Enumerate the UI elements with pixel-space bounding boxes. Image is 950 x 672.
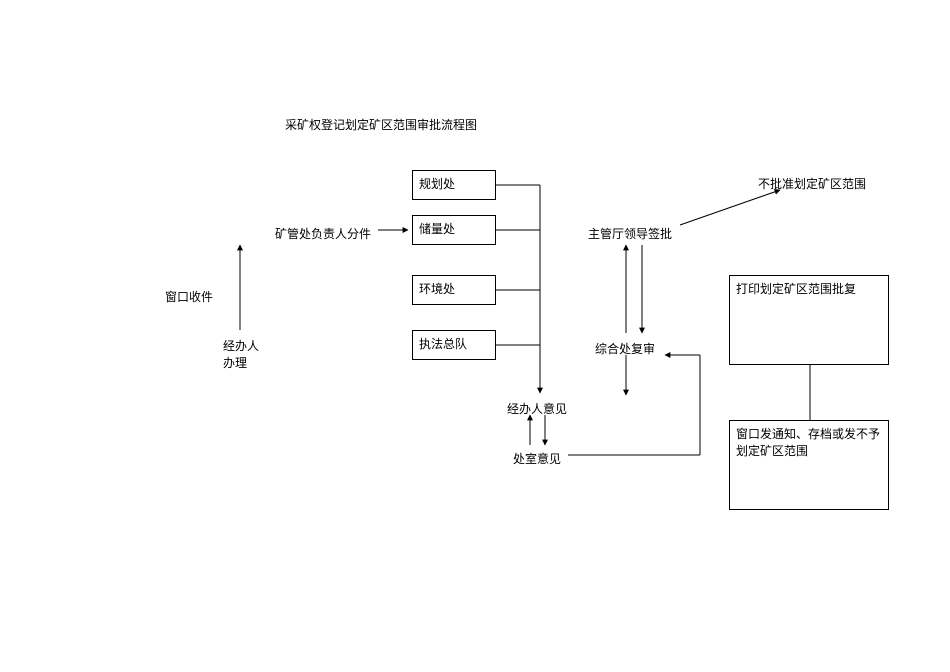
node-env-dept: 环境处 [412,275,496,305]
node-general-review: 综合处复审 [595,340,655,357]
node-dept-opinion: 处室意见 [513,450,561,467]
node-operator-handle-line1: 经办人 [223,339,259,353]
node-operator-handle: 经办人 办理 [223,337,259,371]
node-leader-sign: 主管厅领导签批 [588,225,672,242]
node-reserve-dept: 储量处 [412,215,496,245]
node-operator-opinion: 经办人意见 [507,400,567,417]
node-enforce-team: 执法总队 [412,330,496,360]
edge-leader-to-disapprove [680,190,780,225]
node-window-receive: 窗口收件 [165,288,213,305]
node-assign-docs: 矿管处负责人分件 [275,225,371,242]
flow-title: 采矿权登记划定矿区范围审批流程图 [285,116,477,133]
node-planning-dept: 规划处 [412,170,496,200]
node-operator-handle-line2: 办理 [223,356,247,370]
node-issue-notice: 窗口发通知、存档或发不予划定矿区范围 [729,420,889,510]
node-print-approval: 打印划定矿区范围批复 [729,275,889,365]
node-disapprove: 不批准划定矿区范围 [758,175,866,192]
